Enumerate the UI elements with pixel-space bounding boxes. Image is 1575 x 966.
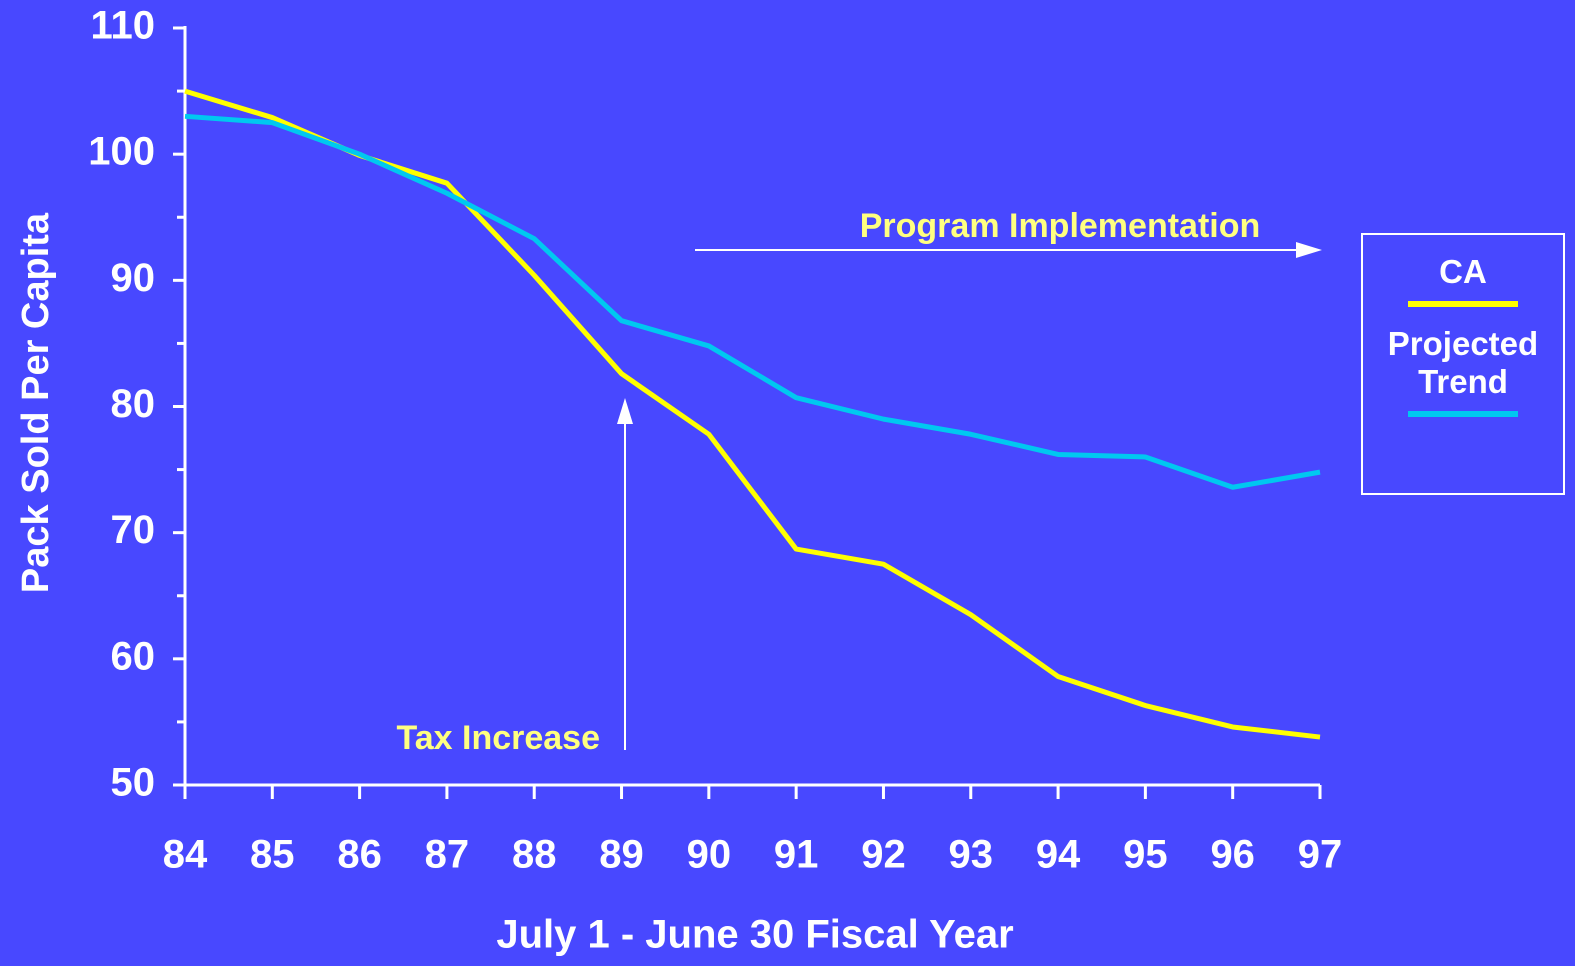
x-tick-label: 90 bbox=[687, 833, 732, 877]
annotation: Program Implementation bbox=[860, 207, 1261, 245]
y-tick-label: 100 bbox=[88, 130, 155, 174]
series-line bbox=[184, 113, 1321, 490]
x-axis-label: July 1 - June 30 Fiscal Year bbox=[496, 913, 1013, 957]
y-tick-label: 80 bbox=[111, 382, 156, 426]
y-tick-label: 90 bbox=[111, 256, 156, 300]
annotation: Tax Increase bbox=[396, 719, 600, 757]
legend-swatch bbox=[1408, 411, 1518, 417]
x-tick-label: 85 bbox=[250, 833, 295, 877]
x-tick-label: 89 bbox=[599, 833, 644, 877]
x-tick-label: 86 bbox=[337, 833, 382, 877]
x-tick-label: 94 bbox=[1036, 833, 1081, 877]
legend-label: Projected Trend bbox=[1387, 325, 1539, 400]
y-tick-label: 60 bbox=[111, 634, 156, 678]
series-line bbox=[184, 88, 1321, 740]
y-tick-label: 110 bbox=[90, 4, 155, 48]
legend-item: CA bbox=[1363, 253, 1563, 307]
x-tick-label: 84 bbox=[163, 833, 208, 877]
x-tick-label: 87 bbox=[425, 833, 470, 877]
arrow-head bbox=[1296, 242, 1322, 258]
y-tick-label: 50 bbox=[111, 761, 156, 805]
x-tick-label: 93 bbox=[949, 833, 994, 877]
x-tick-label: 97 bbox=[1298, 833, 1343, 877]
legend-swatch bbox=[1408, 301, 1518, 307]
x-tick-label: 95 bbox=[1123, 833, 1168, 877]
x-tick-label: 88 bbox=[512, 833, 557, 877]
y-axis-label: Pack Sold Per Capita bbox=[15, 212, 57, 593]
x-tick-label: 96 bbox=[1210, 833, 1255, 877]
arrow-head bbox=[617, 398, 633, 424]
legend: CA Projected Trend bbox=[1361, 233, 1565, 495]
y-tick-label: 70 bbox=[111, 508, 156, 552]
x-tick-label: 91 bbox=[774, 833, 819, 877]
legend-item: Projected Trend bbox=[1363, 325, 1563, 417]
x-tick-label: 92 bbox=[861, 833, 906, 877]
legend-label: CA bbox=[1439, 253, 1487, 290]
